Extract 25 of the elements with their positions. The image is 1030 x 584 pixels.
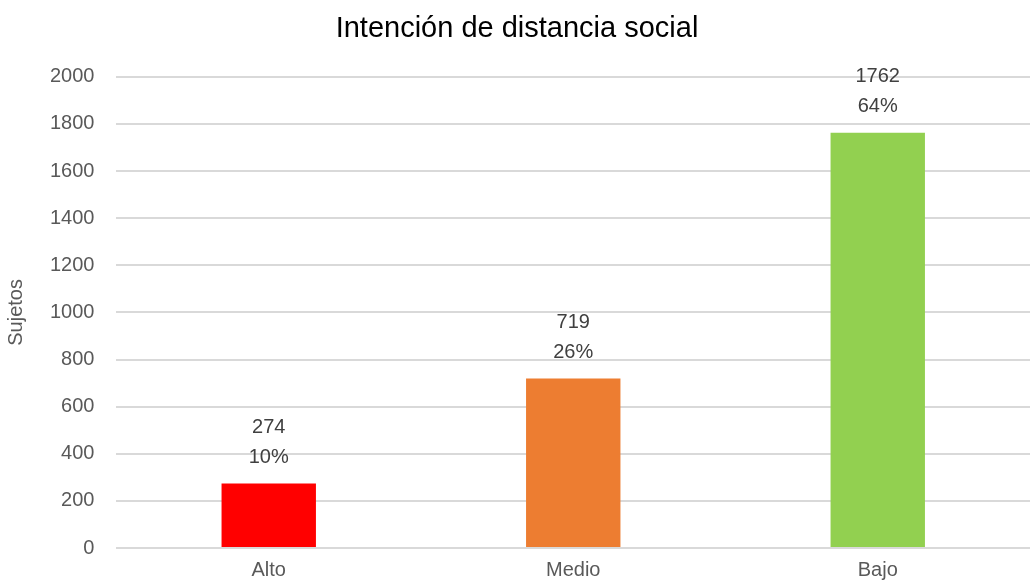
y-tick-label: 400 xyxy=(61,441,95,464)
y-tick-label: 1400 xyxy=(49,205,95,228)
bar xyxy=(221,483,316,547)
y-tick-label: 1600 xyxy=(49,158,95,181)
annotation: 64% xyxy=(857,94,898,117)
data-label: 719 xyxy=(556,310,590,333)
bar xyxy=(526,378,621,547)
y-tick-label: 2000 xyxy=(49,64,95,87)
y-axis-title: Sujetos xyxy=(3,279,26,346)
x-tick-label: Medio xyxy=(546,557,601,580)
y-tick-label: 1200 xyxy=(49,252,95,275)
y-tick-label: 600 xyxy=(61,394,95,417)
y-tick-label: 200 xyxy=(61,488,95,511)
x-tick-label: Alto xyxy=(251,557,286,580)
y-tick-label: 1800 xyxy=(49,111,95,134)
y-tick-label: 800 xyxy=(61,347,95,370)
data-label: 1762 xyxy=(855,64,900,87)
chart-title: Intención de distancia social xyxy=(335,11,699,44)
bar xyxy=(830,132,925,547)
x-tick-label: Bajo xyxy=(857,557,898,580)
annotation: 10% xyxy=(248,444,289,467)
y-tick-label: 0 xyxy=(83,535,95,558)
y-tick-label: 1000 xyxy=(49,299,95,322)
annotation: 26% xyxy=(553,340,594,363)
data-label: 274 xyxy=(252,414,286,437)
